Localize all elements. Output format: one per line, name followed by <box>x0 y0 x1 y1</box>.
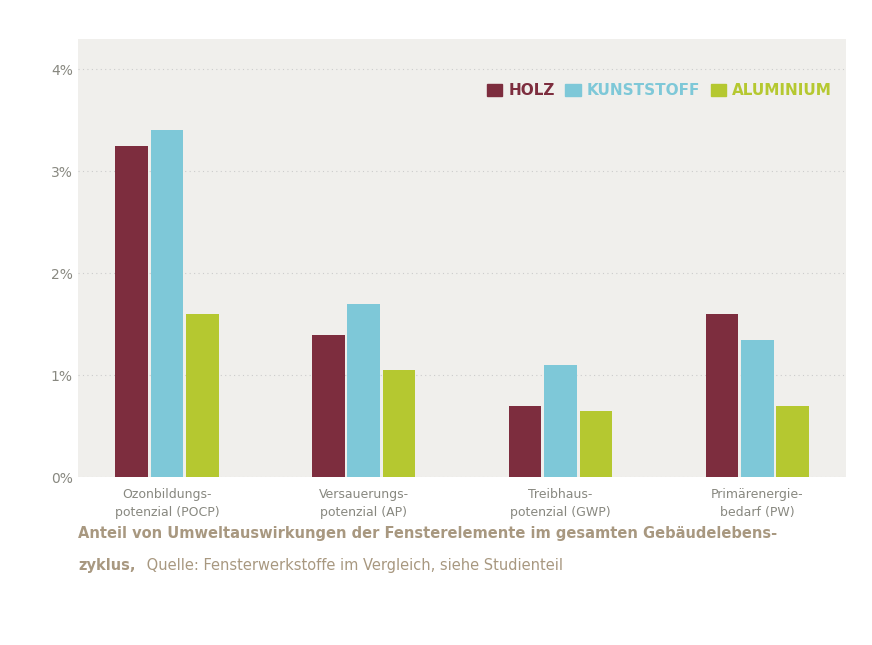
Bar <box>151 130 183 477</box>
Text: Quelle: Fensterwerkstoffe im Vergleich, siehe Studienteil: Quelle: Fensterwerkstoffe im Vergleich, … <box>142 558 563 573</box>
Bar <box>741 340 773 477</box>
Bar <box>347 304 380 477</box>
Bar <box>544 365 577 477</box>
Bar <box>115 146 148 477</box>
Bar <box>580 411 612 477</box>
Bar <box>186 314 219 477</box>
Bar <box>776 406 809 477</box>
Text: zyklus,: zyklus, <box>78 558 136 573</box>
Bar <box>509 406 542 477</box>
Bar <box>705 314 739 477</box>
Legend: HOLZ, KUNSTSTOFF, ALUMINIUM: HOLZ, KUNSTSTOFF, ALUMINIUM <box>480 77 838 104</box>
Bar <box>312 335 344 477</box>
Text: Anteil von Umweltauswirkungen der Fensterelemente im gesamten Gebäudelebens-: Anteil von Umweltauswirkungen der Fenste… <box>78 526 778 541</box>
Bar <box>383 370 415 477</box>
